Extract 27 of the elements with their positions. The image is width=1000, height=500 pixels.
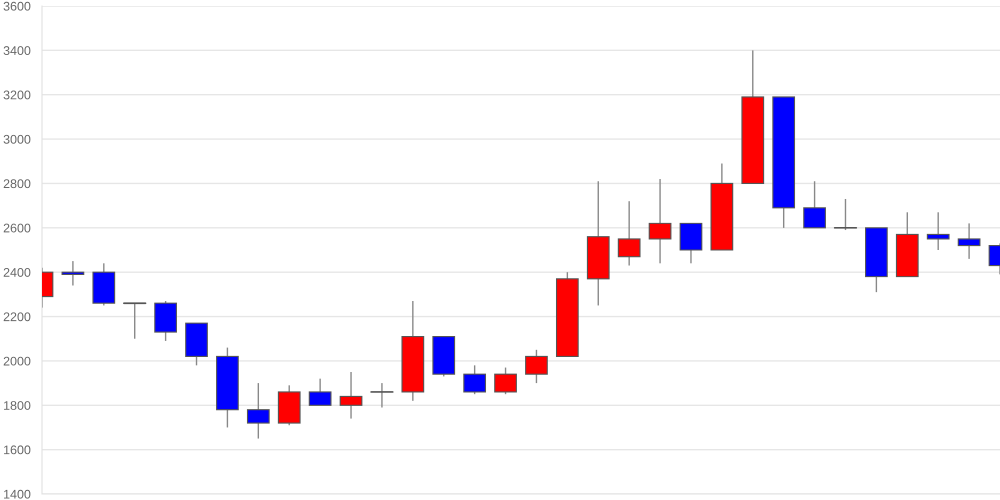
y-tick-label: 3400 xyxy=(4,46,30,56)
candlestick xyxy=(618,200,641,266)
candlestick xyxy=(340,371,362,420)
candlestick xyxy=(926,212,950,251)
y-tick-label: 3200 xyxy=(4,90,30,100)
y-tick-label: 2800 xyxy=(4,179,30,188)
candlestick xyxy=(62,260,84,286)
y-tick-label: 1600 xyxy=(4,445,30,454)
y-tick-label: 2200 xyxy=(4,312,30,322)
y-tick-label: 1400 xyxy=(4,490,30,499)
y-tick-label: 1800 xyxy=(4,401,30,410)
candlestick xyxy=(246,382,270,440)
y-tick-label: 3000 xyxy=(4,134,30,144)
y-tick-label: 3600 xyxy=(4,2,30,11)
y-tick-label: 2400 xyxy=(4,268,30,277)
candlestick xyxy=(834,198,858,231)
candlestick xyxy=(370,382,394,408)
candlestick xyxy=(494,366,517,395)
candlestick xyxy=(123,302,146,340)
candlestick xyxy=(525,349,548,384)
candlestick xyxy=(803,180,826,229)
y-tick-label: 2600 xyxy=(4,224,30,232)
candlestick xyxy=(463,364,486,395)
candlestick xyxy=(958,222,980,260)
candlestick xyxy=(308,378,332,406)
y-tick-label: 2000 xyxy=(4,356,30,366)
candlestick xyxy=(648,178,672,264)
